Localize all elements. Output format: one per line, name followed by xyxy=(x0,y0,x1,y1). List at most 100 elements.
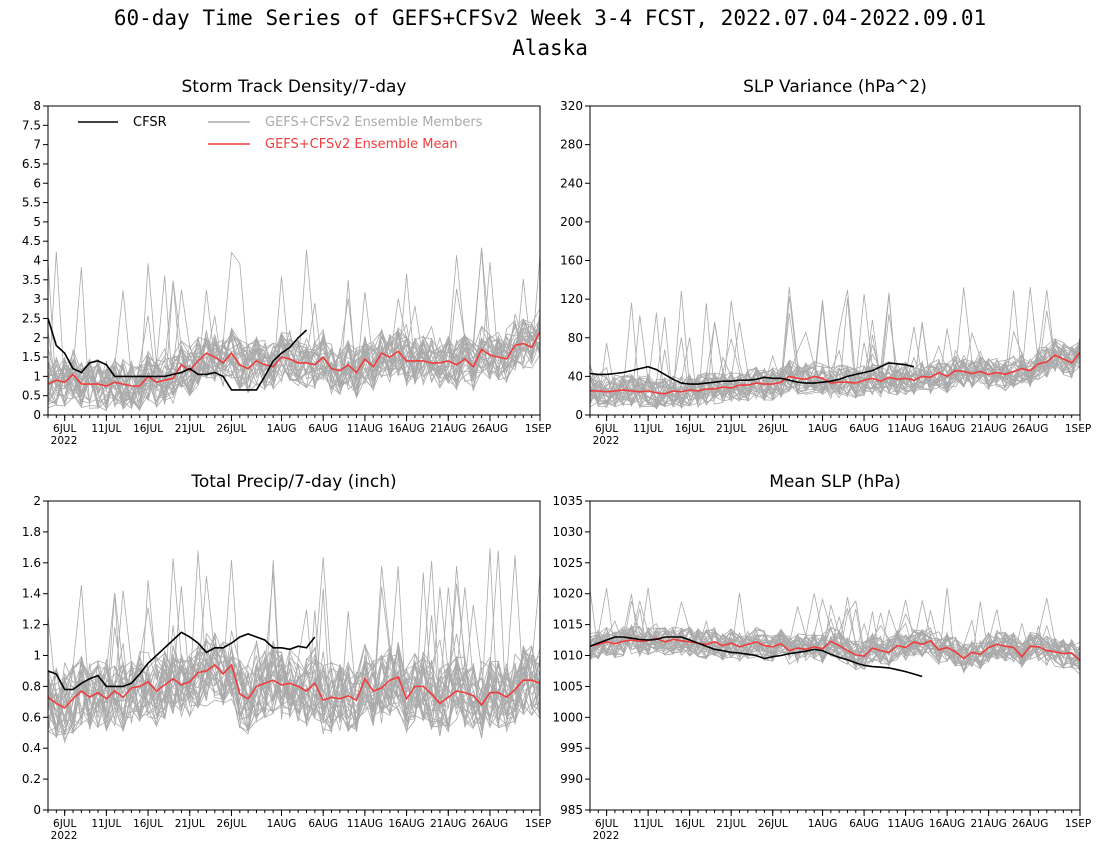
ensemble-member-line xyxy=(589,606,1081,667)
x-tick-label: 6AUG xyxy=(308,423,338,435)
x-tick-label: 26JUL xyxy=(758,423,788,435)
x-tick-label: 21JUL xyxy=(716,423,746,435)
y-tick-label: 120 xyxy=(560,292,583,306)
total-precip-panel: Total Precip/7-day (inch)00.20.40.60.811… xyxy=(22,472,551,842)
x-tick-label: 1AUG xyxy=(808,818,838,830)
x-tick-label: 1SEP xyxy=(525,818,551,830)
y-tick-label: 1030 xyxy=(552,525,583,539)
cfsr-line xyxy=(589,362,915,385)
x-tick-label: 16JUL xyxy=(133,818,163,830)
ensemble-member-line xyxy=(47,255,541,409)
ensemble-mean-line xyxy=(47,663,541,710)
ensemble-members xyxy=(47,247,541,412)
panel-title: Storm Track Density/7-day xyxy=(182,77,407,97)
ensemble-member-line xyxy=(47,290,541,410)
x-tick-label: 1SEP xyxy=(525,423,551,435)
ensemble-member-line xyxy=(47,565,541,736)
y-tick-label: 2 xyxy=(33,331,41,345)
y-tick-label: 1015 xyxy=(552,618,583,632)
cfsr-line xyxy=(589,636,923,678)
panel-title: Mean SLP (hPa) xyxy=(769,472,901,492)
ensemble-member-line xyxy=(47,250,541,408)
ensemble-member-line xyxy=(589,601,1081,671)
y-tick-label: 3 xyxy=(33,292,41,306)
x-tick-label: 6AUG xyxy=(849,818,879,830)
y-tick-label: 1000 xyxy=(552,710,583,724)
ensemble-member-line xyxy=(589,604,1081,667)
ensemble-mean-line xyxy=(47,331,541,387)
ensemble-member-line xyxy=(589,624,1081,670)
ensemble-mean-line xyxy=(590,351,1081,395)
legend: CFSR GEFS+CFSv2 Ensemble Members GEFS+CFSv… xyxy=(78,115,483,152)
x-tick-label: 26AUG xyxy=(1012,423,1048,435)
x-tick-label: 21JUL xyxy=(716,818,746,830)
x-tick-label: 16JUL xyxy=(133,423,163,435)
y-tick-label: 200 xyxy=(560,215,583,229)
legend-members-label: GEFS+CFSv2 Ensemble Members xyxy=(265,115,483,130)
x-tick-label: 26AUG xyxy=(472,423,508,435)
ensemble-members xyxy=(589,587,1081,675)
ensemble-mean-line xyxy=(589,637,1081,661)
x-year-label: 2022 xyxy=(51,830,78,842)
x-tick-label: 26JUL xyxy=(758,818,788,830)
x-tick-label: 11JUL xyxy=(91,818,121,830)
y-tick-label: 1 xyxy=(33,369,41,383)
x-tick-label: 11AUG xyxy=(887,423,923,435)
y-tick-label: 0 xyxy=(33,803,41,817)
y-tick-label: 0.5 xyxy=(22,389,41,403)
y-tick-label: 1.6 xyxy=(22,556,41,570)
x-tick-label: 16JUL xyxy=(675,423,705,435)
x-tick-label: 16JUL xyxy=(675,818,705,830)
ensemble-member-line xyxy=(47,560,541,732)
x-tick-label: 16AUG xyxy=(929,818,965,830)
panel-title: SLP Variance (hPa^2) xyxy=(743,77,927,97)
y-tick-label: 0.2 xyxy=(22,772,41,786)
x-tick-label: 11JUL xyxy=(633,423,663,435)
y-tick-label: 280 xyxy=(560,138,583,152)
y-tick-label: 0.6 xyxy=(22,710,41,724)
ensemble-members xyxy=(47,548,541,744)
y-tick-label: 1 xyxy=(33,649,41,663)
x-tick-label: 11AUG xyxy=(347,423,383,435)
ensemble-member-line xyxy=(589,330,1081,407)
x-tick-label: 26JUL xyxy=(216,423,246,435)
ensemble-member-line xyxy=(47,251,541,404)
x-tick-label: 6JUL xyxy=(595,818,618,830)
y-tick-label: 1.5 xyxy=(22,350,41,364)
x-tick-label: 1AUG xyxy=(808,423,838,435)
x-tick-label: 1SEP xyxy=(1065,818,1091,830)
slp-variance-panel: SLP Variance (hPa^2) 0 40 80 120 160 200 240 280… xyxy=(560,77,1091,447)
y-tick-label: 1025 xyxy=(552,556,583,570)
x-tick-label: 21JUL xyxy=(175,818,205,830)
ensemble-member-line xyxy=(47,321,541,407)
x-tick-label: 16AUG xyxy=(929,423,965,435)
y-tick-label: 320 xyxy=(560,99,583,113)
y-tick-label: 0 xyxy=(33,408,41,422)
y-tick-label: 990 xyxy=(560,772,583,786)
x-tick-label: 6AUG xyxy=(308,818,338,830)
panel-title: Total Precip/7-day (inch) xyxy=(190,472,396,492)
y-tick-label: 995 xyxy=(560,741,583,755)
x-tick-label: 26AUG xyxy=(472,818,508,830)
ensemble-member-line xyxy=(47,559,541,733)
y-tick-label: 240 xyxy=(560,176,583,190)
ensemble-members xyxy=(589,287,1081,410)
main-title: 60-day Time Series of GEFS+CFSv2 Week 3-… xyxy=(113,6,987,30)
cfsr-line xyxy=(47,631,316,691)
x-tick-label: 1SEP xyxy=(1065,423,1091,435)
y-tick-label: 0.8 xyxy=(22,679,41,693)
y-tick-label: 7.5 xyxy=(22,118,41,132)
y-tick-label: 80 xyxy=(568,331,583,345)
ensemble-member-line xyxy=(47,636,541,741)
y-tick-label: 1035 xyxy=(552,494,583,508)
ensemble-member-line xyxy=(47,585,541,732)
y-tick-label: 1020 xyxy=(552,587,583,601)
y-tick-label: 2 xyxy=(33,494,41,508)
ensemble-member-line xyxy=(47,320,541,404)
x-tick-label: 21AUG xyxy=(970,818,1006,830)
y-tick-label: 4.5 xyxy=(22,234,41,248)
y-tick-label: 3.5 xyxy=(22,273,41,287)
y-tick-label: 160 xyxy=(560,254,583,268)
x-tick-label: 21AUG xyxy=(970,423,1006,435)
